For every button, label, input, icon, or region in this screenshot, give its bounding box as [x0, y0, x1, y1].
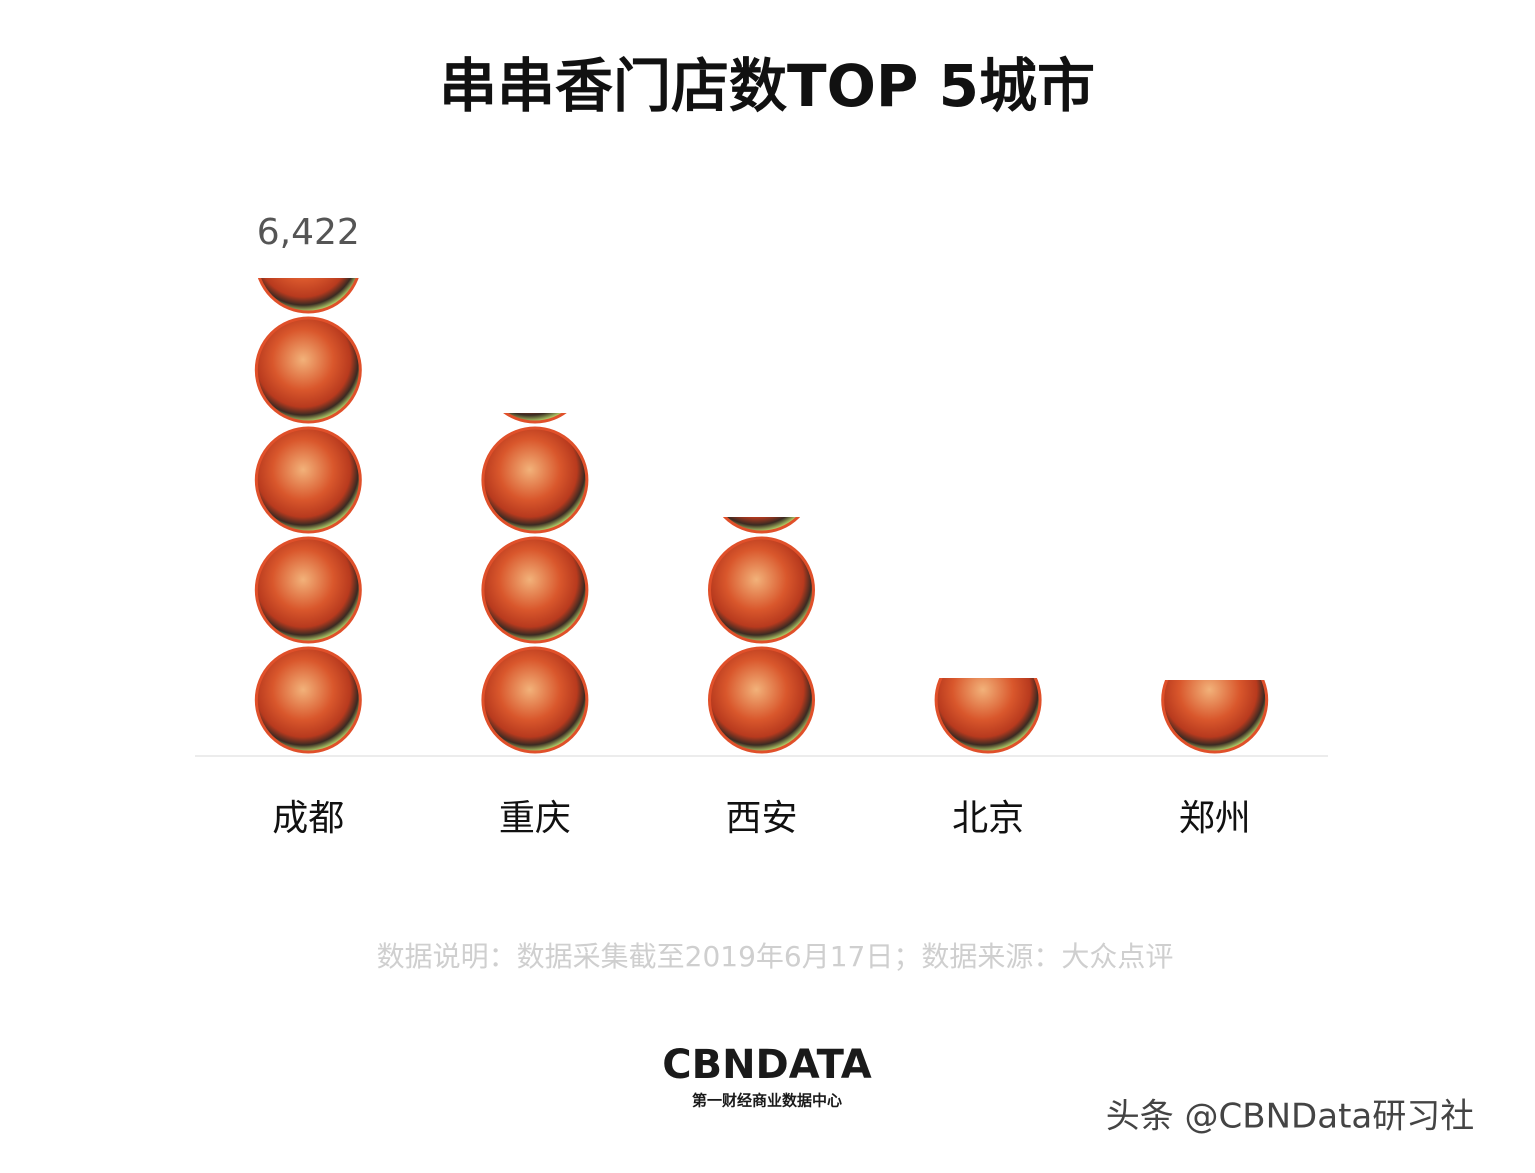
watermark: 头条 @CBNData研习社: [1106, 1097, 1475, 1137]
value-label: 6,422: [257, 212, 360, 253]
footnote: 数据说明：数据采集截至2019年6月17日；数据来源：大众点评: [377, 940, 1174, 973]
bar-icon: [254, 316, 362, 424]
logo: CBNDATA: [662, 1042, 872, 1088]
bar: [481, 412, 589, 754]
bar-icon: [934, 677, 1042, 754]
bar-icon: [254, 646, 362, 754]
bar-icon: [481, 426, 589, 534]
bar-icon: [1161, 679, 1269, 754]
bar: [1161, 679, 1269, 754]
x-tick-label: 重庆: [499, 798, 571, 839]
x-tick-label: 成都: [272, 798, 344, 839]
bar-icon: [722, 517, 801, 534]
bar-icon: [257, 278, 359, 314]
bar: [708, 517, 815, 754]
bar-icon: [481, 536, 589, 644]
bar-icon: [481, 646, 589, 754]
bar: [934, 677, 1042, 754]
x-tick-label: 西安: [725, 798, 797, 839]
x-tick-label: 北京: [952, 798, 1024, 839]
bar-icon: [254, 426, 362, 534]
bar-icon: [708, 536, 815, 644]
chart-title: 串串香门店数TOP 5城市: [439, 52, 1095, 120]
bar-icon: [503, 412, 567, 424]
bar-icon: [254, 536, 362, 644]
logo-subtitle: 第一财经商业数据中心: [692, 1092, 842, 1110]
bar-icon: [708, 646, 815, 754]
x-tick-label: 郑州: [1179, 798, 1251, 839]
bar: [254, 278, 362, 754]
